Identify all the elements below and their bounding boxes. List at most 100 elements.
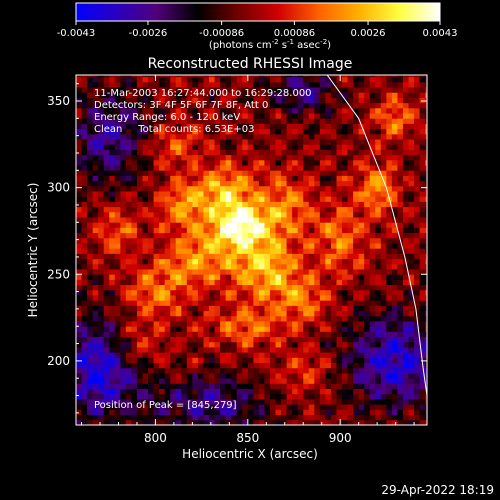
heatmap-cell (81, 404, 88, 410)
heatmap-cell (336, 419, 343, 425)
heatmap-cell (391, 232, 398, 239)
heatmap-cell (414, 97, 421, 104)
heatmap-cell (181, 175, 188, 182)
heatmap-cell (170, 315, 177, 322)
heatmap-cell (114, 170, 121, 176)
heatmap-cell (170, 102, 177, 109)
heatmap-cell (214, 237, 221, 244)
heatmap-cell (164, 92, 171, 98)
heatmap-cell (330, 310, 337, 317)
heatmap-cell (347, 310, 354, 317)
heatmap-cell (425, 367, 427, 374)
heatmap-cell (236, 92, 243, 98)
heatmap-cell (402, 175, 409, 182)
heatmap-cell (375, 414, 382, 421)
heatmap-cell (269, 253, 276, 260)
heatmap-cell (159, 269, 166, 275)
heatmap-cell (258, 388, 265, 395)
heatmap-cell (142, 274, 149, 280)
heatmap-cell (197, 87, 204, 93)
heatmap-cell (214, 373, 221, 379)
heatmap-cell (247, 357, 254, 364)
heatmap-cell (120, 300, 127, 306)
heatmap-cell (358, 414, 365, 421)
heatmap-cell (347, 336, 354, 343)
heatmap-cell (236, 159, 243, 166)
heatmap-cell (264, 388, 271, 395)
heatmap-cell (220, 243, 227, 249)
heatmap-cell (303, 357, 310, 364)
heatmap-cell (92, 414, 99, 421)
heatmap-cell (330, 76, 337, 83)
heatmap-cell (209, 206, 215, 213)
heatmap-cell (375, 185, 382, 192)
heatmap-cell (303, 175, 310, 182)
heatmap-cell (364, 331, 371, 338)
heatmap-cell (220, 128, 227, 135)
heatmap-cell (386, 118, 393, 124)
heatmap-cell (225, 388, 232, 395)
heatmap-cell (153, 331, 160, 338)
heatmap-cell (225, 185, 232, 192)
heatmap-cell (209, 393, 215, 400)
heatmap-cell (103, 211, 110, 218)
heatmap-cell (286, 300, 293, 306)
heatmap-cell (292, 128, 299, 135)
heatmap-cell (192, 269, 199, 275)
heatmap-cell (76, 388, 82, 395)
heatmap-cell (159, 383, 166, 390)
heatmap-cell (380, 175, 387, 182)
heatmap-cell (380, 170, 387, 176)
heatmap-cell (286, 305, 293, 312)
heatmap-cell (375, 133, 382, 140)
heatmap-cell (364, 180, 371, 187)
heatmap-cell (391, 274, 398, 280)
heatmap-cell (297, 170, 304, 176)
heatmap-cell (253, 232, 260, 239)
heatmap-cell (281, 399, 287, 405)
heatmap-cell (414, 201, 421, 208)
heatmap-cell (192, 97, 199, 104)
heatmap-cell (186, 362, 193, 369)
heatmap-cell (231, 206, 238, 213)
heatmap-cell (170, 144, 177, 150)
heatmap-cell (380, 201, 387, 208)
heatmap-cell (76, 118, 82, 124)
heatmap-cell (192, 180, 199, 187)
heatmap-cell (314, 409, 321, 416)
heatmap-cell (253, 373, 260, 379)
heatmap-cell (76, 211, 82, 218)
heatmap-cell (253, 393, 260, 400)
heatmap-cell (103, 81, 110, 88)
heatmap-cell (386, 269, 393, 275)
heatmap-cell (103, 347, 110, 353)
heatmap-cell (214, 180, 221, 187)
heatmap-cell (236, 310, 243, 317)
heatmap-cell (225, 75, 232, 78)
heatmap-cell (281, 347, 287, 353)
heatmap-cell (231, 326, 238, 332)
heatmap-cell (319, 362, 326, 369)
heatmap-cell (375, 123, 382, 130)
heatmap-cell (319, 336, 326, 343)
heatmap-cell (170, 253, 177, 260)
heatmap-cell (170, 196, 177, 202)
heatmap-cell (136, 113, 143, 119)
heatmap-cell (220, 185, 227, 192)
heatmap-cell (375, 352, 382, 358)
heatmap-cell (386, 217, 393, 223)
heatmap-cell (258, 154, 265, 161)
heatmap-cell (192, 92, 199, 98)
heatmap-cell (358, 201, 365, 208)
heatmap-cell (425, 295, 427, 301)
heatmap-cell (308, 357, 315, 364)
heatmap-cell (98, 341, 105, 348)
heatmap-cell (330, 185, 337, 192)
heatmap-cell (330, 243, 337, 249)
heatmap-cell (402, 123, 409, 130)
heatmap-cell (164, 373, 171, 379)
heatmap-cell (330, 107, 337, 114)
heatmap-cell (264, 165, 271, 171)
heatmap-cell (236, 274, 243, 280)
heatmap-cell (319, 201, 326, 208)
